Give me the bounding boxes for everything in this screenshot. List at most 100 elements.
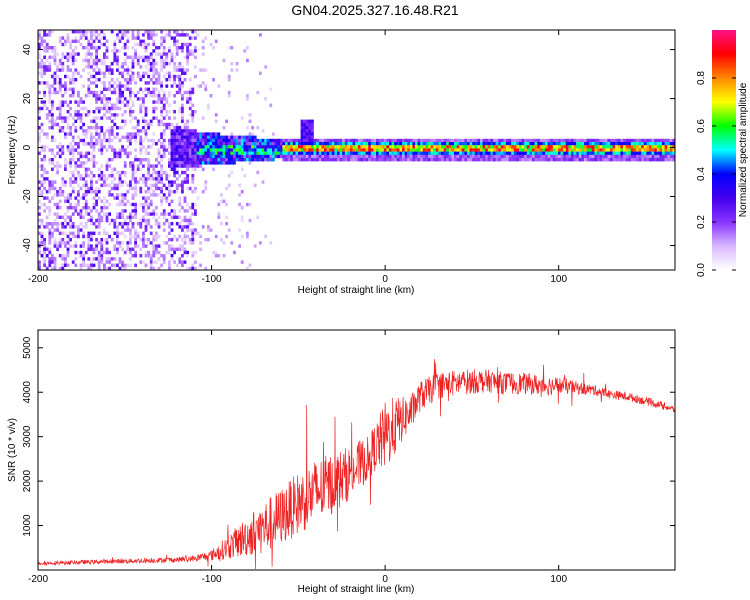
heatmap-cell <box>92 263 96 267</box>
heatmap-cell <box>64 74 67 79</box>
heatmap-cell <box>646 138 650 143</box>
heatmap-cell <box>199 142 202 146</box>
heatmap-cell <box>126 46 130 50</box>
heatmap-cell <box>121 62 124 66</box>
heatmap-cell <box>282 151 286 155</box>
heatmap-cell <box>155 206 158 210</box>
heatmap-cell <box>454 138 457 143</box>
heatmap-cell <box>233 145 236 149</box>
heatmap-cell <box>77 113 80 117</box>
heatmap-cell <box>69 177 72 181</box>
heatmap-cell <box>84 209 88 213</box>
heatmap-cell <box>597 138 600 143</box>
heatmap-cell <box>144 225 148 229</box>
heatmap-cell <box>378 142 382 146</box>
heatmap-cell <box>188 90 192 95</box>
heatmap-cell <box>295 142 299 146</box>
heatmap-cell <box>235 154 239 159</box>
heatmap-cell <box>43 65 46 69</box>
heatmap-cell <box>617 145 621 149</box>
heatmap-cell <box>191 234 195 239</box>
heatmap-cell <box>233 135 236 139</box>
heatmap-cell <box>136 30 140 34</box>
heatmap-cell <box>220 142 223 146</box>
heatmap-cell <box>131 126 135 130</box>
heatmap-cell <box>300 151 304 155</box>
heatmap-cell <box>191 266 195 270</box>
heatmap-cell <box>160 113 163 117</box>
heatmap-cell <box>105 199 109 203</box>
heatmap-cell <box>121 119 124 123</box>
heatmap-cell <box>77 151 80 155</box>
heatmap-cell <box>256 126 260 130</box>
heatmap-cell <box>243 145 247 149</box>
heatmap-cell <box>175 164 179 168</box>
heatmap-cell <box>103 266 106 270</box>
heatmap-cell <box>123 62 127 66</box>
heatmap-cell <box>334 154 338 159</box>
heatmap-cell <box>253 183 257 187</box>
heatmap-cell <box>641 151 644 155</box>
heatmap-cell <box>74 196 78 200</box>
heatmap-cell <box>149 55 153 59</box>
heatmap-cell <box>58 106 62 111</box>
heatmap-cell <box>368 154 371 159</box>
heatmap-cell <box>136 122 140 127</box>
heatmap-cell <box>409 145 413 149</box>
heatmap-cell <box>77 250 80 255</box>
heatmap-cell <box>173 55 176 59</box>
heatmap-cell <box>97 135 101 139</box>
heatmap-cell <box>162 170 166 175</box>
heatmap-cell <box>298 158 301 162</box>
heatmap-cell <box>103 202 106 207</box>
heatmap-cell <box>95 132 98 136</box>
heatmap-cell <box>441 145 444 149</box>
heatmap-cell <box>79 36 83 40</box>
heatmap-cell <box>300 129 304 133</box>
heatmap-cell <box>74 167 78 171</box>
heatmap-cell <box>126 135 130 139</box>
heatmap-cell <box>105 183 109 187</box>
heatmap-cell <box>95 106 98 111</box>
heatmap-cell <box>126 103 130 107</box>
heatmap-cell <box>92 161 96 165</box>
heatmap-cell <box>378 158 382 162</box>
heatmap-cell <box>178 129 182 133</box>
heatmap-cell <box>168 202 171 207</box>
heatmap-cell <box>508 142 512 146</box>
heatmap-cell <box>381 142 384 146</box>
heatmap-cell <box>591 145 595 149</box>
heatmap-cell <box>264 234 267 239</box>
heatmap-cell <box>43 148 46 152</box>
heatmap-cell <box>186 68 189 72</box>
heatmap-cell <box>201 68 205 72</box>
heatmap-cell <box>571 158 574 162</box>
heatmap-cell <box>638 158 642 162</box>
heatmap-cell <box>188 151 192 155</box>
heatmap-cell <box>66 52 70 56</box>
heatmap-cell <box>152 94 156 98</box>
heatmap-cell <box>381 145 384 149</box>
heatmap-cell <box>295 138 299 143</box>
heatmap-cell <box>282 142 286 146</box>
heatmap-cell <box>71 231 75 235</box>
heatmap-cell <box>402 138 405 143</box>
heatmap-cell <box>165 234 169 239</box>
heatmap-cell <box>612 138 616 143</box>
heatmap-cell <box>121 212 124 216</box>
heatmap-cell <box>155 180 158 184</box>
heatmap-cell <box>160 270 163 273</box>
heatmap-cell <box>220 151 223 155</box>
heatmap-cell <box>285 158 288 162</box>
heatmap-cell <box>51 254 54 258</box>
heatmap-cell <box>256 158 260 162</box>
heatmap-cell <box>64 241 67 245</box>
heatmap-cell <box>162 145 166 149</box>
heatmap-cell <box>448 145 452 149</box>
heatmap-cell <box>368 138 371 143</box>
heatmap-cell <box>500 145 504 149</box>
heatmap-cell <box>186 58 189 63</box>
heatmap-cell <box>152 250 156 255</box>
heatmap-cell <box>196 231 200 235</box>
heatmap-cell <box>305 129 309 133</box>
